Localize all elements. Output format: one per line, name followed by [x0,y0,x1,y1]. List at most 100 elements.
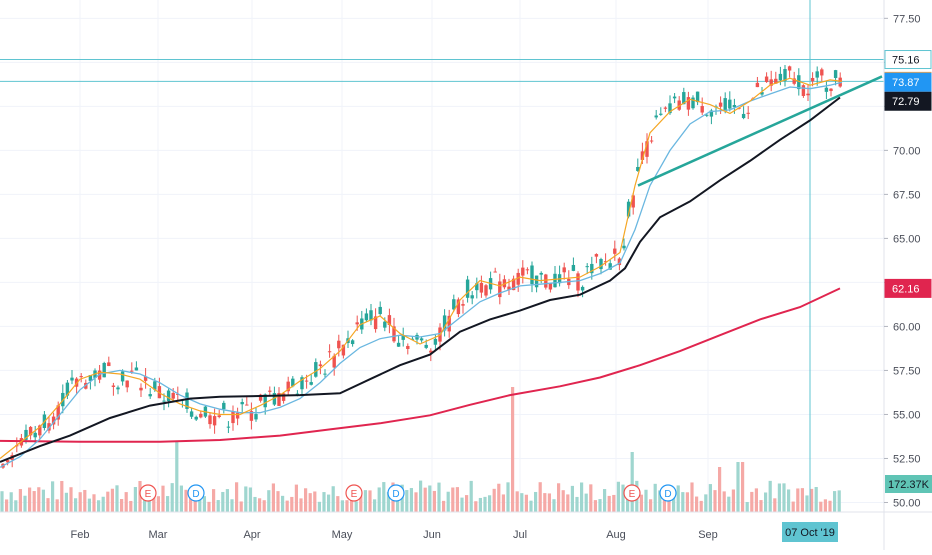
candle-body [185,392,189,409]
volume-bar [14,500,18,512]
candle-body [548,283,553,290]
candle-body [672,96,677,99]
volume-bar [133,487,137,512]
volume-bar [276,491,280,512]
dividend-marker[interactable] [387,484,405,502]
volume-bar [626,495,630,512]
candle-body [171,392,175,399]
volume-bar [423,487,427,512]
candle-body [392,326,396,342]
candle-body [640,151,645,160]
dividend-marker[interactable] [187,484,205,502]
candle-body [778,73,783,81]
volume-bar [253,496,257,512]
volume-bar [672,493,676,512]
volume-bar [520,493,524,512]
candle-body [143,376,148,381]
moving-averages [0,77,843,468]
candle-body [166,390,171,402]
volume-bar [460,497,464,512]
candle-body [125,380,129,388]
candle-body [373,316,378,330]
candle-body [254,414,258,420]
volume-bar [101,496,105,512]
volume-bar [327,494,331,512]
volume-bar [409,488,413,512]
candle-body [534,275,539,288]
event-marker-label: E [629,489,636,500]
volume-bar [193,497,197,512]
earnings-marker[interactable] [623,484,641,502]
candle-body [102,362,106,378]
candle-body [709,110,714,117]
volume-bar [731,489,735,512]
ma-fast-line [0,77,843,459]
volume-bar [695,496,699,512]
candle-body [79,376,83,378]
candle-body [668,103,672,114]
candles [1,65,842,469]
volume-bar [810,488,814,512]
candle-body [622,245,626,249]
crosshair-date-label: 07 Oct '19 [785,527,835,539]
candle-body [755,82,760,88]
volume-bar [736,462,740,512]
time-axis[interactable]: Feb Mar Apr May Jun Jul Aug Sep 07 Oct '19 [0,511,932,542]
volume-bar [796,488,800,512]
earnings-marker[interactable] [345,484,363,502]
candle-body [222,402,226,410]
volume-bar [685,492,689,512]
candle-body [240,402,244,405]
dividend-marker[interactable] [659,484,677,502]
volume-bar [428,485,432,512]
volume-bar [773,498,777,512]
candle-body [484,285,488,296]
volume-bar [225,489,229,512]
price-tick-label: 67.50 [893,189,921,201]
candle-body [130,370,134,372]
volume-bar [83,489,87,512]
volume-bar [212,489,216,512]
volume-bar [745,501,749,512]
candle-body [608,263,612,270]
volume-bar [304,488,308,512]
candle-body [516,272,520,285]
volume-bar [474,501,478,512]
candle-body [585,266,589,268]
volume-label-box [885,475,932,493]
candle-body [406,345,410,349]
volume-bar [621,484,625,512]
volume-label: 172.37K [888,479,930,491]
volume-bar [497,483,501,512]
volume-bar [331,486,335,512]
candle-body [833,70,838,78]
price-tick-label: 65.00 [893,233,921,245]
volume-bar [787,489,791,512]
volume-bar [110,488,114,512]
candle-body [424,344,428,348]
volume-bar [216,500,220,512]
candle-body [277,393,281,406]
candle-body [281,393,286,401]
trend-line[interactable] [637,75,883,187]
volume-bar [506,482,510,512]
volume-bar [653,483,657,512]
candle-body [544,274,548,288]
volume-bar [589,484,593,512]
volume-bar [55,499,59,512]
volume-bar [290,496,294,512]
candle-body [539,272,543,275]
candle-body [419,338,424,341]
ma-mid-line [0,81,843,468]
candle-body [355,322,359,325]
candle-body [337,340,341,349]
price-tick-label: 77.50 [893,13,921,25]
event-marker-label: D [392,489,399,500]
trend-line[interactable] [637,75,883,187]
candle-body [764,76,769,83]
earnings-marker[interactable] [139,484,157,502]
volume-bar [557,483,561,512]
